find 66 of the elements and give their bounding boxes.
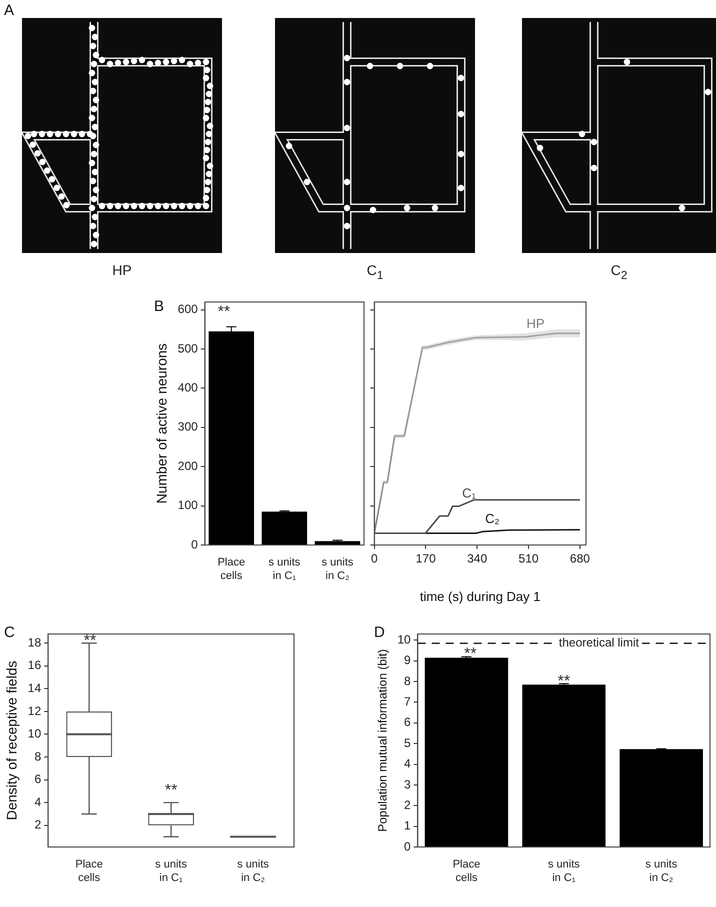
text: A bbox=[4, 2, 14, 19]
x-tick-label: 0 bbox=[370, 552, 378, 566]
bar bbox=[522, 684, 606, 846]
y-tick-label: 4 bbox=[34, 794, 42, 809]
annotation: ** bbox=[84, 632, 96, 650]
series-label: C₂ bbox=[485, 510, 500, 526]
x-tick-label: s units in C₁ bbox=[268, 556, 301, 582]
y-tick-label: 500 bbox=[178, 341, 198, 356]
y-tick-label: 0 bbox=[191, 537, 198, 552]
bar bbox=[424, 658, 508, 846]
y-tick-label: 4 bbox=[404, 756, 412, 771]
y-tick-label: 6 bbox=[34, 772, 42, 786]
x-tick-label: Place cells bbox=[75, 858, 103, 884]
x-tick-label: Place cells bbox=[218, 556, 246, 582]
x-tick-label: 340 bbox=[467, 552, 488, 566]
text: D bbox=[374, 624, 385, 641]
y-tick-label: 8 bbox=[34, 749, 42, 764]
y-tick-label: 7 bbox=[404, 694, 412, 709]
x-tick-label: s units in C₂ bbox=[237, 858, 270, 884]
text: C$_{1}$ bbox=[366, 262, 384, 282]
series-label: HP bbox=[526, 316, 545, 331]
y-tick-label: 12 bbox=[28, 704, 42, 718]
ref-line-label: theoretical limit bbox=[558, 636, 640, 650]
y-axis-title: Density of receptive fields bbox=[3, 660, 20, 820]
y-tick-label: 0 bbox=[404, 839, 412, 854]
y-tick-label: 2 bbox=[34, 818, 42, 832]
x-axis-title: time (s) during Day 1 bbox=[420, 588, 540, 604]
y-tick-label: 6 bbox=[404, 715, 412, 730]
text: B bbox=[154, 298, 164, 315]
y-tick-label: 14 bbox=[28, 680, 42, 695]
y-tick-label: 9 bbox=[404, 653, 412, 668]
y-tick-label: 18 bbox=[28, 635, 42, 650]
y-tick-label: 600 bbox=[178, 302, 198, 316]
y-tick-label: 5 bbox=[404, 736, 412, 750]
y-axis-title: Number of active neurons bbox=[153, 343, 170, 504]
bar bbox=[620, 749, 703, 846]
y-tick-label: 10 bbox=[28, 726, 42, 741]
x-tick-label: 170 bbox=[416, 552, 436, 566]
y-tick-label: 200 bbox=[178, 458, 198, 473]
y-tick-label: 300 bbox=[178, 420, 198, 434]
x-tick-label: s units in C₁ bbox=[548, 858, 580, 884]
bar bbox=[314, 541, 360, 544]
x-tick-label: s units in C₂ bbox=[645, 858, 678, 884]
x-tick-label: s units in C₁ bbox=[155, 858, 188, 884]
x-tick-label: 510 bbox=[518, 552, 539, 566]
y-tick-label: 16 bbox=[28, 658, 42, 672]
x-tick-label: 680 bbox=[570, 552, 590, 566]
bar bbox=[262, 512, 308, 544]
text: C$_{2}$ bbox=[610, 262, 628, 282]
y-tick-label: 10 bbox=[397, 632, 412, 647]
y-tick-label: 3 bbox=[404, 777, 412, 792]
y-tick-label: 1 bbox=[404, 818, 412, 833]
y-tick-label: 100 bbox=[178, 498, 198, 512]
series-label: C₁ bbox=[462, 485, 476, 500]
y-tick-label: 400 bbox=[178, 380, 198, 395]
annotation: ** bbox=[218, 304, 230, 321]
y-tick-label: 2 bbox=[404, 798, 412, 812]
text: C bbox=[4, 624, 15, 641]
text: HP bbox=[111, 262, 133, 278]
annotation: ** bbox=[164, 782, 178, 799]
x-tick-label: Place cells bbox=[452, 858, 480, 884]
annotation: ** bbox=[558, 673, 570, 690]
annotation: ** bbox=[464, 645, 477, 662]
y-axis-title: Population mutual information (bit) bbox=[376, 649, 390, 832]
x-tick-label: s units in C₂ bbox=[322, 556, 354, 582]
y-tick-label: 8 bbox=[404, 674, 412, 688]
